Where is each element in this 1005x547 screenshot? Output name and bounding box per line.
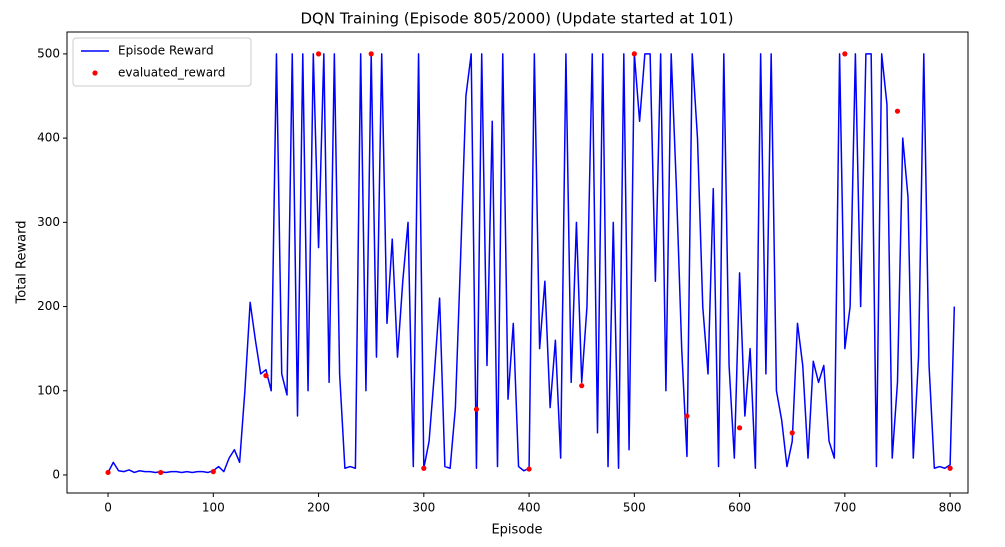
- eval-point: [368, 51, 374, 57]
- chart-title: DQN Training (Episode 805/2000) (Update …: [300, 10, 733, 28]
- x-tick-label: 400: [518, 501, 541, 515]
- eval-point: [315, 51, 322, 57]
- x-tick-label: 800: [939, 501, 962, 515]
- eval-point: [105, 469, 111, 476]
- eval-point: [158, 469, 164, 476]
- y-tick-label: 200: [37, 299, 60, 313]
- y-tick-label: 500: [37, 46, 60, 60]
- y-axis-label: Total Reward: [15, 221, 30, 305]
- legend-label: Episode Reward: [118, 44, 214, 58]
- legend-marker: [92, 70, 98, 76]
- x-tick-label: 700: [833, 501, 856, 515]
- legend-box: [72, 37, 252, 87]
- eval-point: [894, 108, 901, 114]
- y-tick-label: 0: [52, 467, 60, 481]
- eval-point: [526, 466, 532, 472]
- legend-label: evaluated_reward: [118, 66, 225, 80]
- x-tick-label: 0: [104, 501, 112, 515]
- eval-point: [684, 413, 690, 419]
- eval-point: [947, 465, 953, 471]
- eval-point: [789, 430, 795, 436]
- eval-point: [579, 383, 585, 389]
- eval-point: [210, 469, 216, 475]
- x-tick-label: 300: [412, 501, 435, 515]
- x-tick-label: 500: [623, 501, 646, 515]
- eval-point: [736, 425, 743, 431]
- eval-point: [631, 51, 637, 57]
- y-tick-label: 300: [37, 215, 60, 229]
- x-tick-label: 100: [202, 501, 225, 515]
- x-tick-label: 200: [307, 501, 330, 515]
- x-axis-label: Episode: [491, 523, 542, 538]
- y-tick-label: 400: [37, 131, 60, 145]
- x-tick-label: 600: [728, 501, 751, 515]
- y-tick-label: 100: [37, 383, 60, 397]
- eval-point: [421, 465, 427, 471]
- eval-point: [473, 406, 480, 412]
- plot-area: [66, 31, 969, 494]
- eval-point: [263, 373, 269, 379]
- reward-line: [107, 53, 956, 474]
- eval-point: [842, 51, 848, 57]
